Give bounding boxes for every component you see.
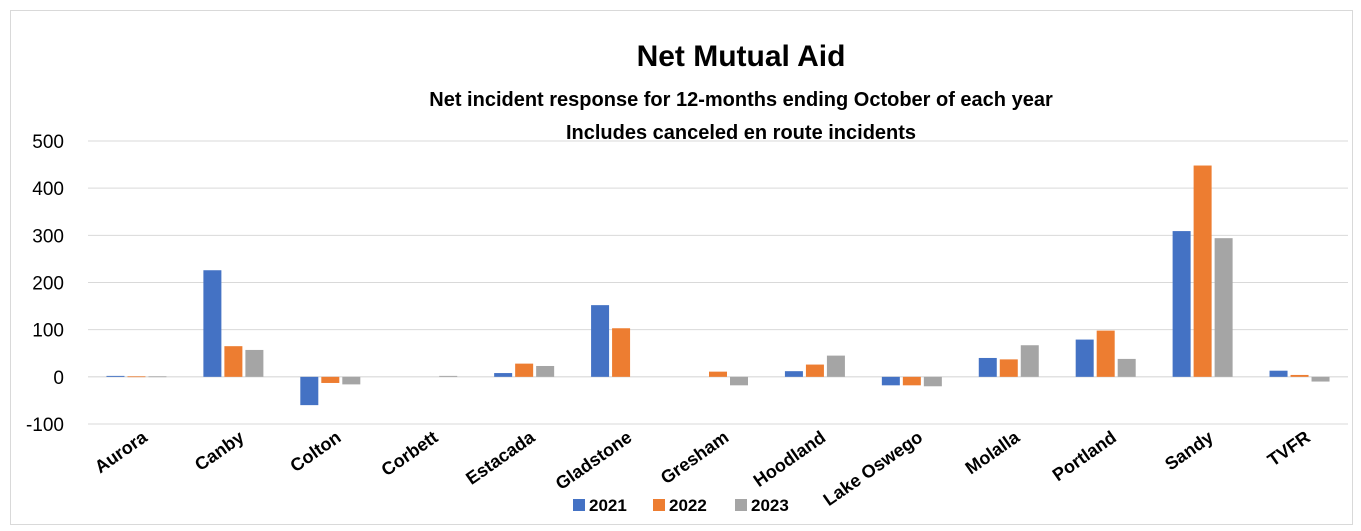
bar-2023-lake-oswego xyxy=(924,377,942,386)
bar-2021-molalla xyxy=(979,358,997,377)
bar-2023-hoodland xyxy=(827,356,845,377)
bar-2022-portland xyxy=(1097,331,1115,377)
legend-label-2023: 2023 xyxy=(751,496,789,515)
x-tick-label: Sandy xyxy=(1161,427,1217,474)
bar-2022-canby xyxy=(224,346,242,377)
bar-2022-estacada xyxy=(515,364,533,377)
bar-2021-aurora xyxy=(106,376,124,377)
bar-2021-tvfr xyxy=(1270,371,1288,377)
bar-2022-sandy xyxy=(1194,166,1212,377)
x-tick-label: Gresham xyxy=(657,427,732,488)
x-tick-label: Aurora xyxy=(91,426,152,477)
bar-2023-tvfr xyxy=(1312,377,1330,382)
bar-2023-canby xyxy=(245,350,263,377)
y-tick-label: 300 xyxy=(32,226,64,247)
x-tick-label: Canby xyxy=(191,427,248,475)
chart-subtitle-line-1: Net incident response for 12-months endi… xyxy=(429,89,1053,111)
legend-swatch-2021 xyxy=(573,499,585,511)
legend-swatch-2023 xyxy=(735,499,747,511)
bars xyxy=(106,166,1329,406)
bar-2022-molalla xyxy=(1000,359,1018,376)
bar-2022-gladstone xyxy=(612,328,630,377)
y-tick-label: 500 xyxy=(32,132,64,153)
bar-2021-hoodland xyxy=(785,371,803,377)
x-tick-label: Hoodland xyxy=(750,427,829,491)
y-tick-label: 100 xyxy=(32,321,64,342)
chart-title: Net Mutual Aid xyxy=(637,40,846,73)
x-tick-label: Lake Oswego xyxy=(820,427,927,510)
bar-2021-canby xyxy=(203,270,221,377)
bar-2023-molalla xyxy=(1021,345,1039,377)
bar-2022-colton xyxy=(321,377,339,383)
x-tick-label: TVFR xyxy=(1264,427,1314,470)
bar-2021-estacada xyxy=(494,373,512,377)
legend-label-2021: 2021 xyxy=(589,496,627,515)
y-axis-ticks: 500 400 300 200 100 0 -100 xyxy=(26,132,64,436)
bar-2023-colton xyxy=(342,377,360,385)
bar-2021-lake-oswego xyxy=(882,377,900,385)
bar-2021-colton xyxy=(300,377,318,405)
bar-2021-portland xyxy=(1076,340,1094,377)
bar-2023-gresham xyxy=(730,377,748,385)
legend: 2021 2022 2023 xyxy=(573,496,789,515)
y-tick-label: 400 xyxy=(32,179,64,200)
bar-2023-portland xyxy=(1118,359,1136,377)
bar-2023-estacada xyxy=(536,366,554,377)
bar-2022-aurora xyxy=(127,376,145,377)
bar-2022-tvfr xyxy=(1291,375,1309,377)
bar-2022-lake-oswego xyxy=(903,377,921,385)
x-tick-label: Corbett xyxy=(378,427,442,480)
bar-2023-sandy xyxy=(1215,238,1233,377)
x-tick-label: Molalla xyxy=(962,426,1024,478)
legend-swatch-2022 xyxy=(653,499,665,511)
x-tick-label: Colton xyxy=(286,427,344,476)
x-tick-label: Gladstone xyxy=(552,427,636,494)
bar-2021-sandy xyxy=(1173,231,1191,377)
y-tick-label: -100 xyxy=(26,415,64,436)
bar-2022-gresham xyxy=(709,372,727,377)
y-tick-label: 0 xyxy=(53,368,64,389)
x-tick-label: Estacada xyxy=(462,426,539,488)
gridlines xyxy=(88,141,1348,424)
x-tick-label: Portland xyxy=(1049,427,1120,485)
legend-label-2022: 2022 xyxy=(669,496,707,515)
bar-2023-corbett xyxy=(439,376,457,377)
y-tick-label: 200 xyxy=(32,274,64,295)
bar-2022-hoodland xyxy=(806,365,824,377)
bar-2023-aurora xyxy=(148,376,166,377)
bar-2021-gladstone xyxy=(591,305,609,377)
